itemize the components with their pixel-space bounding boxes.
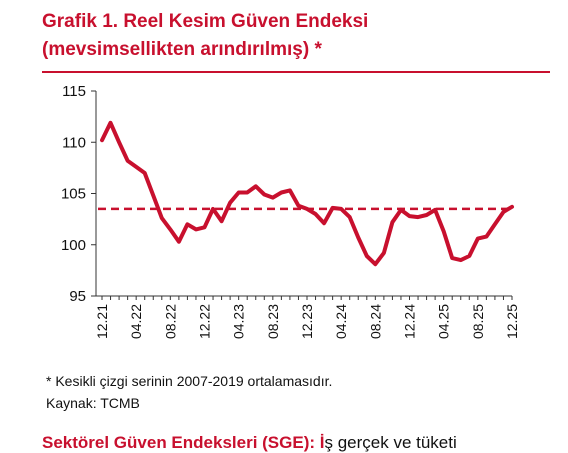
next-section-heading-tail: ş gerçek ve tüketi — [324, 433, 456, 452]
y-tick-label: 95 — [69, 288, 86, 305]
x-tick-label: 04.25 — [436, 304, 452, 339]
x-tick-label: 04.22 — [128, 304, 144, 339]
x-tick-label: 08.24 — [367, 304, 383, 339]
series-line — [102, 123, 512, 264]
x-tick-label: 12.24 — [402, 304, 418, 339]
y-tick-label: 100 — [61, 237, 86, 254]
chart-axes: 95 100 105 110 115 12.21 04.22 08.22 12.22 04.23 0… — [61, 83, 520, 339]
source-note: Kaynak: TCMB — [46, 394, 140, 412]
line-chart: 95 100 105 110 115 12.21 04.22 08.22 12.22 04.23 0… — [0, 0, 568, 370]
y-tick-label: 110 — [62, 134, 86, 151]
x-tick-label: 08.22 — [162, 304, 178, 339]
x-tick-label: 12.23 — [299, 304, 315, 339]
series-group — [102, 123, 512, 265]
x-tick-label: 08.23 — [265, 304, 281, 339]
x-tick-label: 12.21 — [94, 304, 110, 339]
footnote: * Kesikli çizgi serinin 2007-2019 ortala… — [46, 372, 332, 390]
x-tick-label: 04.24 — [333, 304, 349, 339]
next-section-heading: Sektörel Güven Endeksleri (SGE): İş gerç… — [42, 433, 457, 453]
y-tick-label: 115 — [62, 83, 86, 100]
y-tick-label: 105 — [61, 186, 86, 203]
x-tick-label: 08.25 — [470, 304, 486, 339]
x-tick-label: 04.23 — [231, 304, 247, 339]
x-tick-label: 12.22 — [197, 304, 213, 339]
x-tick-label: 12.25 — [504, 304, 520, 339]
next-section-heading-bold: Sektörel Güven Endeksleri (SGE): İ — [42, 433, 324, 452]
